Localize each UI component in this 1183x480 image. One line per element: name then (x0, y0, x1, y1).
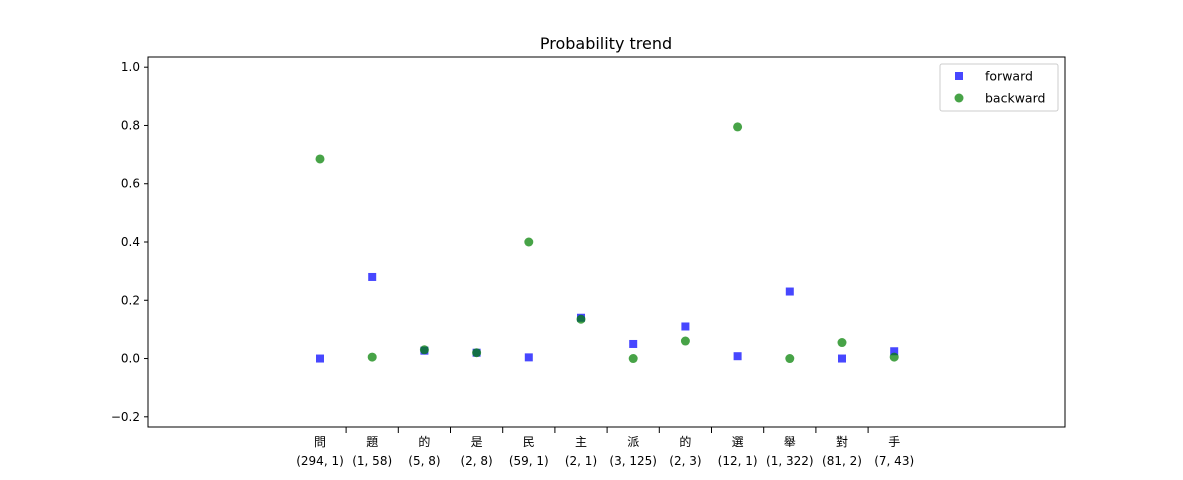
x-tick-sublabel: (7, 43) (874, 454, 914, 468)
point-backward (419, 345, 429, 355)
x-tick-label: 舉 (784, 435, 796, 449)
point-forward (524, 353, 533, 362)
point-forward (368, 272, 377, 281)
point-backward (733, 122, 743, 132)
y-tick-label: 0.2 (121, 293, 140, 307)
point-forward (785, 287, 794, 296)
y-axis: −0.2 0.0 0.2 0.4 0.6 0.8 1.0 (111, 60, 148, 424)
point-backward (628, 354, 638, 364)
x-tick-sublabel: (2, 1) (565, 454, 597, 468)
point-backward (472, 348, 482, 358)
x-tick-sublabel: (12, 1) (718, 454, 758, 468)
point-backward (837, 338, 847, 348)
legend-box (939, 63, 1059, 112)
x-tick-label: 是 (471, 435, 483, 449)
y-tick-label: 1.0 (121, 60, 140, 74)
x-tick-label: 手 (888, 435, 900, 449)
point-forward (838, 354, 846, 363)
y-tick-label: 0.8 (121, 118, 140, 132)
chart-title: Probability trend (540, 34, 672, 53)
x-tick-label: 派 (627, 435, 639, 449)
point-backward (889, 352, 899, 362)
x-tick-label: 問 (314, 435, 326, 449)
point-forward (890, 347, 899, 356)
point-forward (733, 352, 742, 361)
x-tick-sublabel: (294, 1) (296, 454, 344, 468)
x-tick-sublabel: (59, 1) (509, 454, 549, 468)
y-tick-label: 0.4 (121, 235, 140, 249)
point-backward (785, 354, 795, 364)
x-tick-label: 民 (523, 435, 535, 449)
legend: forward backward (939, 63, 1059, 112)
y-tick-label: −0.2 (111, 410, 140, 424)
y-tick-label: 0.6 (121, 177, 140, 191)
x-tick-label: 的 (418, 434, 430, 449)
x-tick-sublabel: (3, 125) (609, 454, 657, 468)
legend-label-forward: forward (985, 69, 1033, 84)
x-tick-sublabel: (81, 2) (822, 454, 862, 468)
x-tick-sublabel: (1, 58) (352, 454, 392, 468)
x-tick-label: 題 (366, 435, 378, 449)
x-tick-sublabel: (2, 3) (669, 454, 701, 468)
legend-marker-forward (955, 72, 963, 80)
point-backward (315, 154, 325, 164)
x-tick-sublabel: (1, 322) (766, 454, 814, 468)
x-tick-label: 選 (732, 435, 744, 449)
plot-area (147, 56, 1066, 428)
y-tick-label: 0.0 (121, 352, 140, 366)
point-backward (367, 352, 377, 362)
point-forward (316, 354, 324, 363)
point-forward (681, 322, 690, 331)
data-points (315, 122, 899, 364)
point-backward (680, 336, 690, 346)
x-tick-sublabel: (2, 8) (460, 454, 492, 468)
legend-label-backward: backward (985, 91, 1045, 106)
point-backward (576, 314, 586, 324)
x-tick-sublabel: (5, 8) (408, 454, 440, 468)
x-tick-label: 主 (575, 435, 587, 449)
point-backward (524, 237, 534, 247)
x-tick-label: 對 (836, 435, 848, 449)
point-forward (629, 339, 638, 348)
x-axis: 問 (294, 1) 題 (1, 58) 的 (5, 8) 是 (2, 8) 民 (59, 1) 主… (296, 427, 914, 468)
legend-marker-backward (954, 93, 964, 103)
x-tick-label: 的 (679, 434, 691, 449)
